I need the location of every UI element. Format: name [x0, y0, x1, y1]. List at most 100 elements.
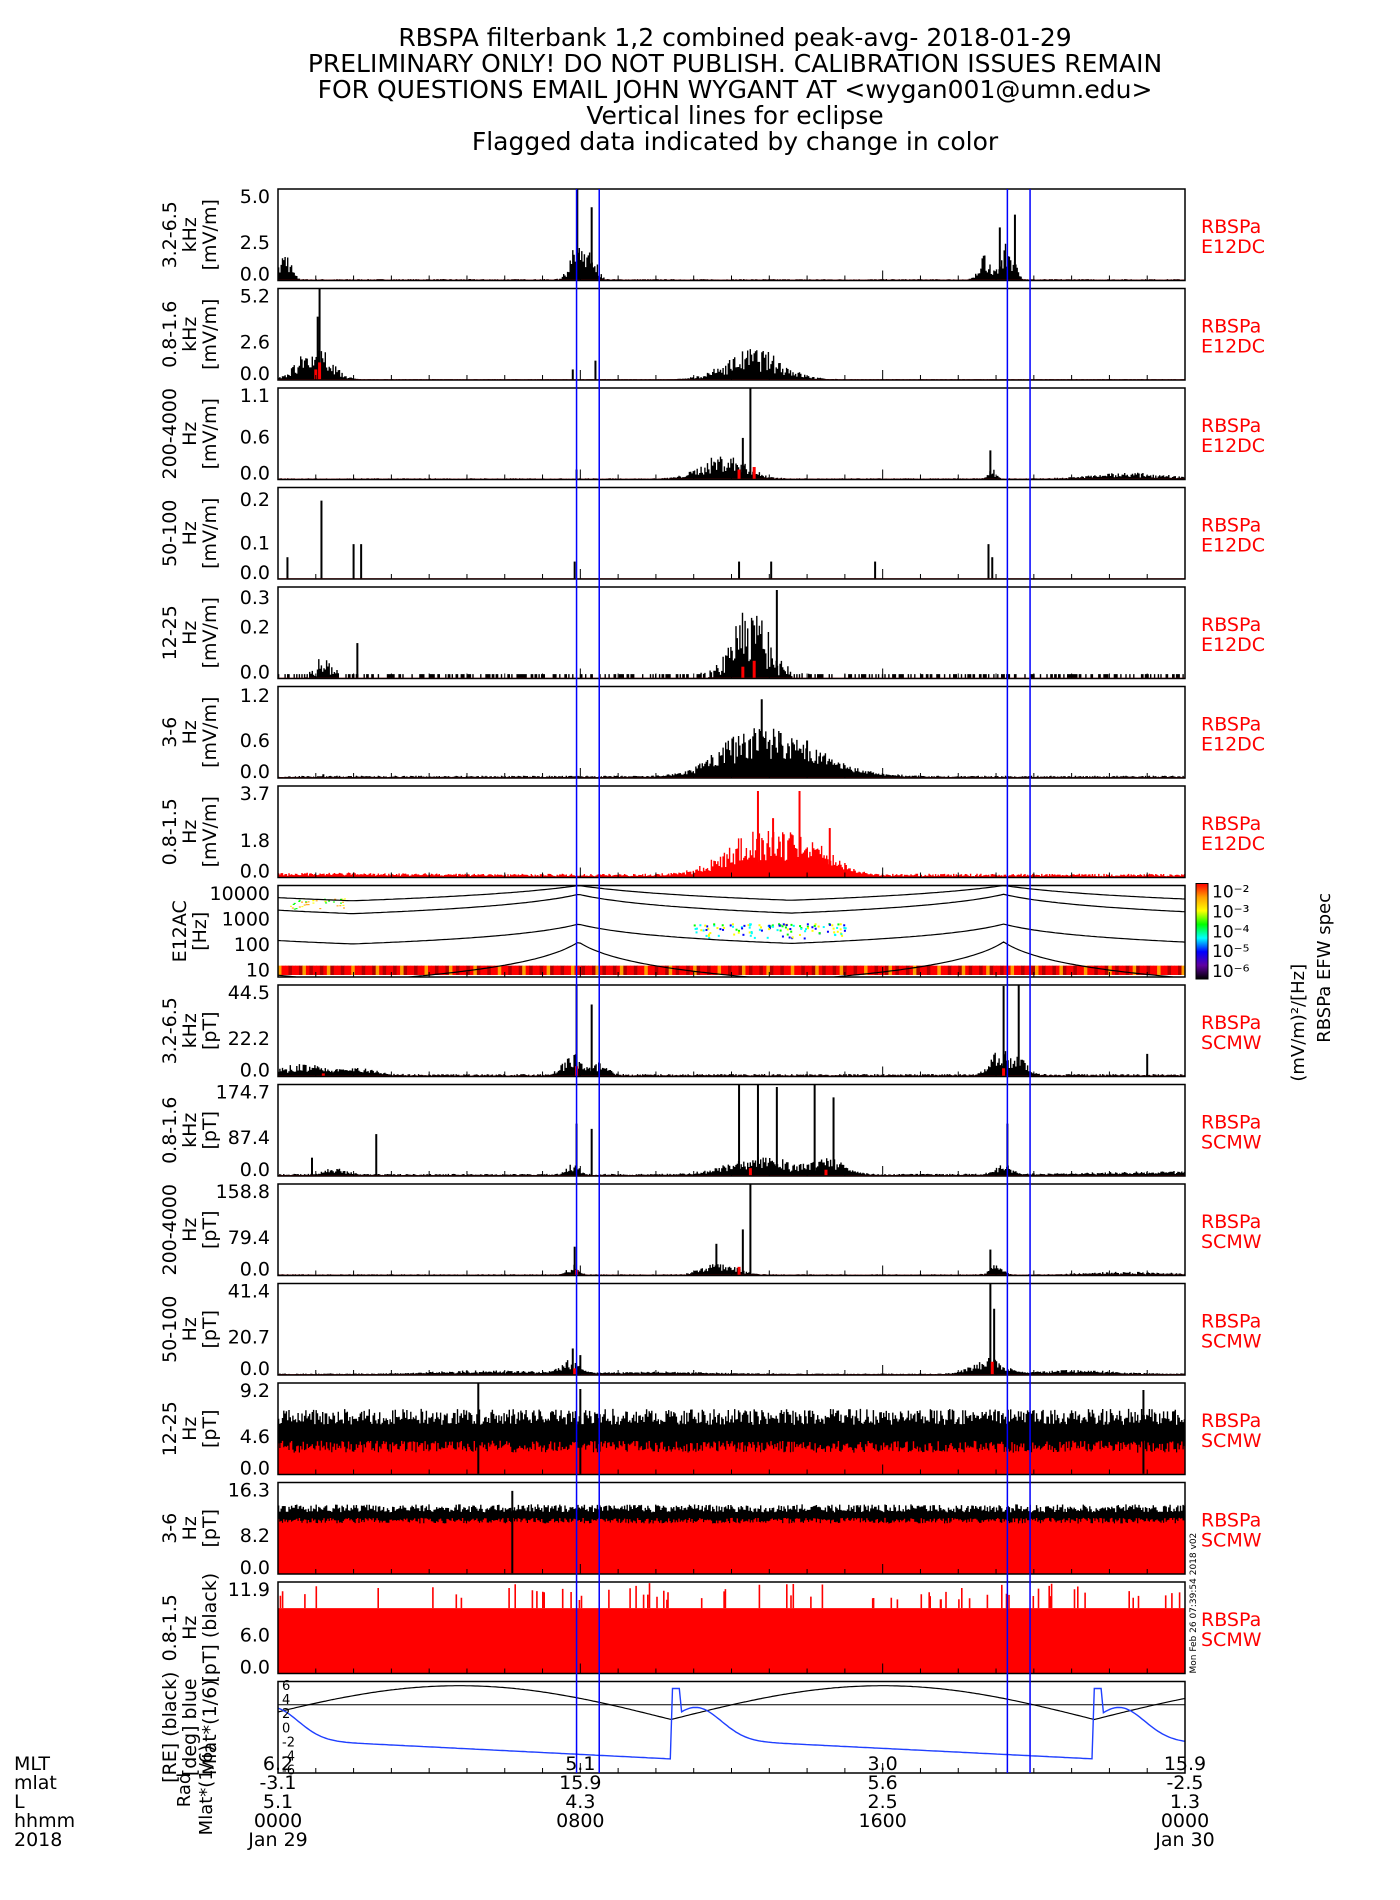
instrument-label: RBSPa — [1201, 415, 1261, 437]
spec-bin — [591, 965, 596, 975]
spec-bin — [325, 902, 328, 904]
y-axis-label: 12-25 — [159, 605, 181, 660]
spec-bin — [864, 965, 869, 975]
spec-bin — [424, 965, 429, 975]
spec-bin — [693, 965, 698, 975]
spec-bin — [301, 906, 304, 908]
spec-bin — [714, 965, 719, 975]
spec-bin — [1132, 965, 1137, 975]
spec-bin — [1356, 906, 1358, 907]
spec-bin — [665, 965, 670, 975]
spec-bin — [1174, 965, 1179, 975]
instrument-label: E12DC — [1201, 534, 1265, 556]
y-axis-label: kHz — [179, 1013, 201, 1048]
y-tick-label: 0.0 — [240, 662, 270, 684]
spec-bin — [1167, 965, 1172, 975]
spec-bin — [407, 965, 412, 975]
instrument-label: RBSPa — [1201, 315, 1261, 337]
y-tick-label: 10000 — [210, 883, 270, 905]
spec-bin — [1157, 965, 1162, 975]
footer-value: 0000 — [254, 1810, 302, 1832]
e12dc-12-25-plot-area — [278, 589, 1185, 679]
spec-bin — [1045, 965, 1050, 975]
spec-bin — [743, 924, 746, 927]
spec-bin — [339, 902, 342, 904]
spec-bin — [337, 965, 342, 975]
spec-bin — [717, 965, 722, 975]
spec-bin — [1010, 965, 1015, 975]
spec-bin — [786, 933, 789, 936]
spec-bin — [301, 901, 304, 903]
spec-bin — [315, 900, 318, 902]
y-axis-label: Hz — [179, 820, 201, 844]
spec-bin — [289, 905, 292, 907]
spec-bin — [700, 965, 705, 975]
spec-bin — [797, 965, 802, 975]
spec-bin — [1003, 965, 1008, 975]
spec-bin — [706, 925, 709, 928]
spec-bin — [354, 965, 359, 975]
e12dc-200-4000-plot-area — [278, 388, 1185, 480]
y-axis-label: [mV/m] — [199, 796, 221, 867]
spec-bin — [844, 927, 847, 930]
spec-bin — [281, 965, 286, 975]
spec-bin — [525, 965, 530, 975]
spec-bin — [658, 965, 663, 975]
spec-bin — [721, 924, 724, 927]
spec-bin — [434, 965, 439, 975]
y-axis-label: 3.2-6.5 — [159, 201, 181, 268]
spec-bin — [633, 965, 638, 975]
spec-bin — [291, 907, 294, 909]
spec-bin — [1194, 924, 1196, 925]
orbit-plot-area — [278, 1685, 1185, 1760]
spec-bin — [1059, 965, 1064, 975]
footer-value: Jan 30 — [1154, 1829, 1215, 1851]
colorbar-label: 10⁻⁵ — [1212, 942, 1249, 962]
e12dc-3-6-series — [278, 728, 1185, 778]
y-axis-label: kHz — [179, 317, 201, 352]
y-tick-label: 1000 — [222, 909, 270, 931]
spec-bin — [637, 965, 642, 975]
spec-bin — [738, 965, 743, 975]
y-axis-label: 0.8-1.6 — [159, 1097, 181, 1164]
spec-bin — [783, 965, 788, 975]
spec-bin — [716, 927, 719, 930]
eclipse-lines — [575, 189, 1031, 1773]
footer-value: 0000 — [1161, 1810, 1209, 1832]
spec-bin — [979, 965, 984, 975]
spec-bin — [818, 932, 821, 935]
spec-bin — [836, 965, 841, 975]
instrument-label: RBSPa — [1201, 614, 1261, 636]
spec-bin — [772, 925, 775, 928]
spec-bin — [1017, 965, 1022, 975]
y-axis-label: [pT] — [199, 1310, 221, 1349]
spec-bin — [410, 965, 415, 975]
spec-bin — [319, 908, 322, 910]
y-axis-label: Hz — [179, 1516, 201, 1540]
panel-frame — [277, 188, 1186, 282]
y-axis-label: Hz — [179, 521, 201, 545]
spec-bin — [393, 965, 398, 975]
y-tick-label: 41.4 — [228, 1281, 270, 1303]
y-tick-label: 3.7 — [240, 783, 270, 805]
spec-bin — [755, 965, 760, 975]
spec-bin — [553, 965, 558, 975]
spec-bin — [695, 931, 698, 934]
spec-bin — [1097, 965, 1102, 975]
y-tick-label: 0.0 — [240, 264, 270, 286]
spec-bin — [1094, 965, 1099, 975]
spec-bin — [605, 965, 610, 975]
y-axis-label: [pT] (black) — [199, 1573, 221, 1683]
y-tick-label: 174.7 — [216, 1082, 270, 1104]
instrument-label: RBSPa — [1201, 1111, 1261, 1133]
spec-bin — [448, 965, 453, 975]
spec-bin — [839, 928, 842, 931]
footer-value: -3.1 — [259, 1772, 296, 1794]
spec-bin — [417, 965, 422, 975]
spec-bin — [748, 931, 751, 934]
spec-bin — [719, 928, 722, 931]
spec-bin — [791, 936, 794, 939]
